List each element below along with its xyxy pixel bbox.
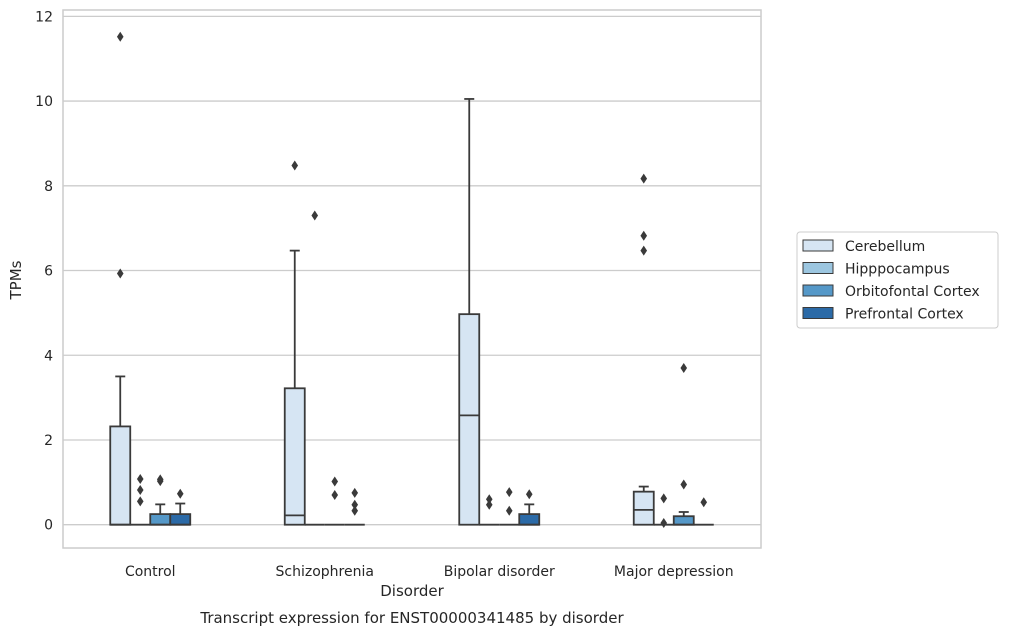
x-tick-label: Control xyxy=(125,564,176,580)
box-0-2 xyxy=(149,474,172,526)
box-0-1 xyxy=(130,473,151,526)
legend-swatch xyxy=(802,239,834,252)
box-series xyxy=(109,31,714,529)
outlier-point xyxy=(176,488,184,499)
outlier-point xyxy=(331,476,339,487)
box-0-0 xyxy=(109,31,132,526)
box-0-3 xyxy=(169,488,192,526)
outlier-point xyxy=(505,505,513,516)
legend-swatch xyxy=(802,262,834,274)
outlier-point xyxy=(680,362,688,373)
box-1-1 xyxy=(304,210,325,526)
box-2-0 xyxy=(458,98,481,526)
box-iqr xyxy=(109,425,132,526)
legend: Cerebellum Hipppocampus Orbitofontal Corte… xyxy=(796,231,999,329)
outlier-point xyxy=(136,484,144,495)
outlier-point xyxy=(680,479,688,490)
y-tick-label: 2 xyxy=(44,433,53,449)
outlier-point xyxy=(331,490,339,501)
outlier-point xyxy=(485,499,493,510)
x-axis-label: Disorder xyxy=(380,582,444,600)
box-2-2 xyxy=(499,487,520,526)
outlier-point xyxy=(640,173,648,184)
outlier-point xyxy=(291,160,299,171)
box-1-3 xyxy=(344,487,365,526)
x-tick-label: Schizophrenia xyxy=(276,564,374,580)
outlier-point xyxy=(351,487,359,498)
box-1-2 xyxy=(324,476,345,526)
y-tick-label: 8 xyxy=(44,179,53,195)
y-gridlines xyxy=(63,15,761,526)
box-iqr xyxy=(672,515,695,526)
legend-entry: Prefrontal Cortex xyxy=(845,307,964,323)
legend-entry: Hipppocampus xyxy=(845,262,950,278)
box-iqr xyxy=(149,513,172,526)
legend-entry: Orbitofontal Cortex xyxy=(845,284,980,300)
outlier-point xyxy=(660,518,668,529)
outlier-point xyxy=(660,493,668,504)
legend-swatch xyxy=(802,284,834,297)
outlier-point xyxy=(525,489,533,500)
box-2-1 xyxy=(479,494,500,526)
x-tick-label: Bipolar disorder xyxy=(444,564,555,580)
y-tick-label: 10 xyxy=(35,94,53,110)
x-tick-label: Major depression xyxy=(614,564,734,580)
chart-caption: Transcript expression for ENST0000034148… xyxy=(199,609,624,627)
box-iqr xyxy=(169,513,192,526)
box-3-3 xyxy=(693,497,714,526)
box-iqr xyxy=(632,490,655,526)
legend-swatch xyxy=(802,307,834,319)
legend-entry: Cerebellum xyxy=(845,239,925,255)
box-2-3 xyxy=(518,489,541,526)
box-iqr xyxy=(458,313,481,526)
box-1-0 xyxy=(283,160,306,526)
outlier-point xyxy=(116,268,124,279)
outlier-point xyxy=(136,496,144,507)
outlier-point xyxy=(700,497,708,508)
box-3-0 xyxy=(632,173,655,526)
outlier-point xyxy=(311,210,319,221)
y-axis-label: TPMs xyxy=(7,260,25,300)
outlier-point xyxy=(640,230,648,241)
plot-area xyxy=(62,9,762,549)
outlier-point xyxy=(351,499,359,510)
y-tick-label: 6 xyxy=(44,264,53,280)
box-3-2 xyxy=(672,362,695,526)
y-tick-label: 12 xyxy=(35,9,53,25)
outlier-point xyxy=(640,245,648,256)
outlier-point xyxy=(136,473,144,484)
y-tick-label: 0 xyxy=(44,518,53,534)
outlier-point xyxy=(351,505,359,516)
outlier-point xyxy=(116,31,124,42)
x-axis-ticks: Control Schizophrenia Bipolar disorder Majo… xyxy=(125,564,734,580)
outlier-point xyxy=(485,494,493,505)
box-iqr xyxy=(283,387,306,526)
box-3-1 xyxy=(653,493,674,529)
box-iqr xyxy=(518,513,541,526)
outlier-point xyxy=(156,474,164,485)
outlier-point xyxy=(505,487,513,498)
y-axis-ticks: 0 2 4 6 8 10 12 xyxy=(35,9,53,533)
legend-frame xyxy=(796,231,999,329)
y-tick-label: 4 xyxy=(44,348,53,364)
